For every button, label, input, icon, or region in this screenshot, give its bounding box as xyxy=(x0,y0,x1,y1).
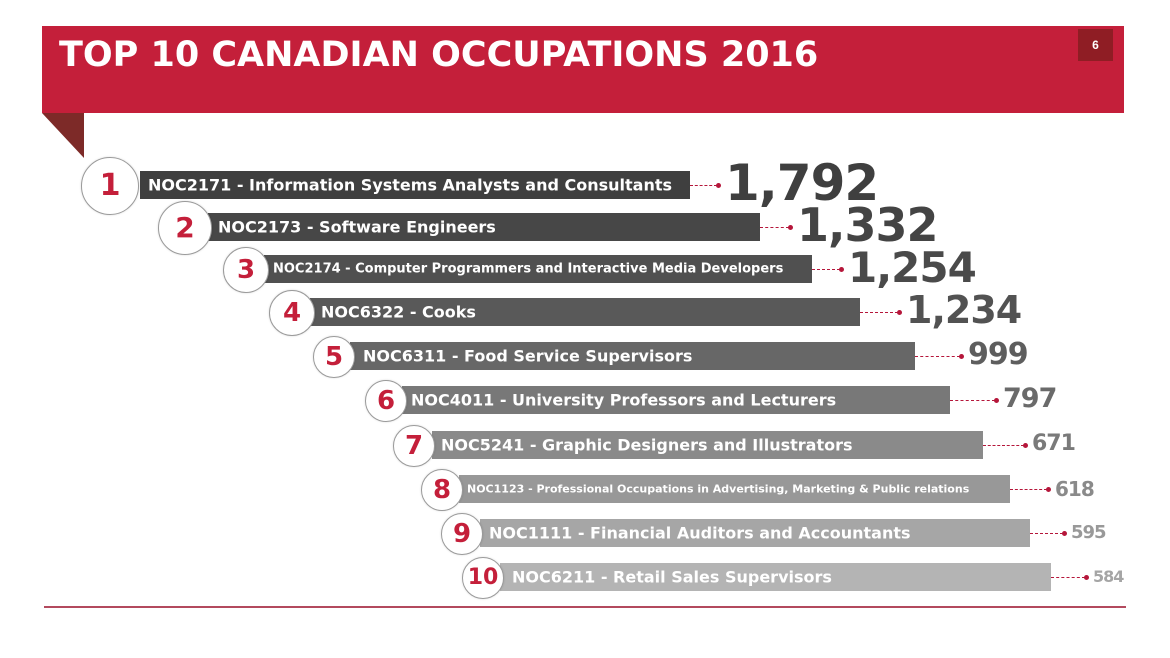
connector-line xyxy=(760,227,789,228)
occupation-label: NOC2174 - Computer Programmers and Inter… xyxy=(273,261,784,277)
connector-dot xyxy=(1062,531,1067,536)
occupation-label: NOC2171 - Information Systems Analysts a… xyxy=(148,175,673,195)
occupation-bar: NOC6322 - Cooks xyxy=(310,298,860,326)
occupation-bar: NOC2174 - Computer Programmers and Inter… xyxy=(264,255,812,283)
occupation-value: 1,792 xyxy=(725,154,879,212)
rank-badge: 10 xyxy=(462,557,504,599)
occupation-value: 595 xyxy=(1071,521,1107,543)
connector-dot xyxy=(716,183,721,188)
page-number-badge: 6 xyxy=(1078,29,1113,61)
connector-line xyxy=(950,400,995,401)
connector-line xyxy=(1010,489,1047,490)
occupation-label: NOC4011 - University Professors and Lect… xyxy=(411,390,837,410)
occupation-label: NOC1111 - Financial Auditors and Account… xyxy=(489,523,911,543)
connector-dot xyxy=(839,267,844,272)
occupation-label: NOC2173 - Software Engineers xyxy=(218,217,496,237)
occupation-label: NOC6211 - Retail Sales Supervisors xyxy=(512,567,832,587)
rank-badge: 8 xyxy=(421,469,463,511)
title-banner: TOP 10 CANADIAN OCCUPATIONS 2016 xyxy=(42,26,1124,113)
rank-badge: 3 xyxy=(223,247,269,293)
rank-badge: 2 xyxy=(158,201,212,255)
occupation-value: 999 xyxy=(968,337,1029,373)
rank-badge: 6 xyxy=(365,380,407,422)
connector-line xyxy=(812,269,840,270)
connector-dot xyxy=(1023,443,1028,448)
occupation-bar: NOC5241 - Graphic Designers and Illustra… xyxy=(432,431,983,459)
connector-dot xyxy=(959,354,964,359)
rank-badge: 7 xyxy=(393,425,435,467)
occupation-value: 671 xyxy=(1032,431,1076,457)
occupation-label: NOC5241 - Graphic Designers and Illustra… xyxy=(441,435,853,455)
occupation-label: NOC1123 - Professional Occupations in Ad… xyxy=(467,482,970,496)
connector-line xyxy=(1051,577,1085,578)
connector-line xyxy=(690,185,717,186)
connector-line xyxy=(915,356,960,357)
rank-badge: 9 xyxy=(441,513,483,555)
occupation-label: NOC6322 - Cooks xyxy=(321,302,476,322)
occupation-value: 1,234 xyxy=(906,288,1022,333)
rank-badge: 5 xyxy=(313,336,355,378)
connector-dot xyxy=(1046,487,1051,492)
connector-dot xyxy=(897,310,902,315)
occupation-bar: NOC6311 - Food Service Supervisors xyxy=(350,342,915,370)
occupation-label: NOC6311 - Food Service Supervisors xyxy=(363,346,693,366)
connector-dot xyxy=(788,225,793,230)
occupation-bar: NOC1123 - Professional Occupations in Ad… xyxy=(459,475,1010,503)
rank-badge: 4 xyxy=(269,290,315,336)
rank-badge: 1 xyxy=(81,157,139,215)
occupation-bar: NOC2171 - Information Systems Analysts a… xyxy=(140,171,690,199)
occupation-value: 1,254 xyxy=(848,242,977,292)
bottom-divider xyxy=(44,606,1126,608)
occupation-bar: NOC1111 - Financial Auditors and Account… xyxy=(480,519,1030,547)
connector-dot xyxy=(994,398,999,403)
occupation-bar: NOC6211 - Retail Sales Supervisors xyxy=(500,563,1051,591)
occupation-value: 584 xyxy=(1093,567,1124,587)
connector-line xyxy=(860,312,898,313)
page-title: TOP 10 CANADIAN OCCUPATIONS 2016 xyxy=(59,35,819,75)
connector-line xyxy=(983,445,1024,446)
occupation-value: 618 xyxy=(1055,476,1095,501)
banner-fold xyxy=(42,113,84,158)
connector-line xyxy=(1030,533,1063,534)
occupation-bar: NOC4011 - University Professors and Lect… xyxy=(402,386,950,414)
occupation-bar: NOC2173 - Software Engineers xyxy=(208,213,760,241)
occupation-value: 797 xyxy=(1003,383,1057,415)
occupation-value: 1,332 xyxy=(797,198,939,253)
connector-dot xyxy=(1084,575,1089,580)
